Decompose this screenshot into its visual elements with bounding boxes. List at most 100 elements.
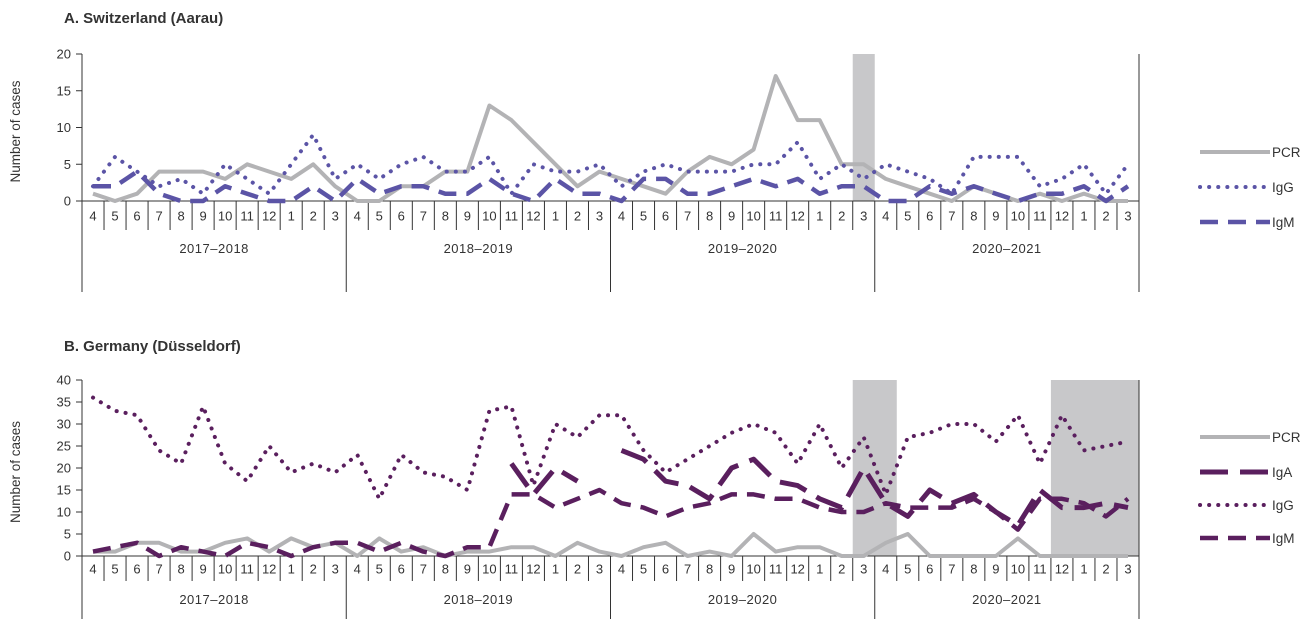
month-label: 10 [1011,209,1025,224]
legend-label-pcr: PCR [1272,430,1301,445]
month-label: 4 [354,209,361,224]
month-label: 4 [618,562,625,577]
month-label: 5 [640,562,647,577]
month-label: 2 [1102,562,1109,577]
month-label: 3 [860,562,867,577]
month-label: 11 [240,209,254,224]
month-label: 1 [1080,562,1087,577]
y-tick-label: 15 [57,83,71,98]
month-label: 5 [111,209,118,224]
legend-label-iga: IgA [1272,465,1292,480]
month-label: 6 [133,209,140,224]
month-label: 9 [992,562,999,577]
series-line-igg [91,132,1130,196]
month-label: 6 [398,562,405,577]
y-tick-label: 40 [57,373,71,388]
month-label: 6 [133,562,140,577]
month-label: 2 [838,209,845,224]
month-label: 10 [746,209,760,224]
panel-b-title: B. Germany (Düsseldorf) [64,338,241,355]
month-label: 2 [310,209,317,224]
month-label: 11 [240,562,254,577]
month-label: 9 [199,209,206,224]
month-label: 8 [177,562,184,577]
month-label: 8 [177,209,184,224]
season-label: 2017–2018 [179,241,249,256]
series-line-iga [509,462,579,497]
month-label: 8 [706,562,713,577]
month-label: 9 [992,209,999,224]
month-label: 7 [684,209,691,224]
month-label: 11 [769,562,783,577]
month-label: 6 [926,209,933,224]
month-label: 3 [860,209,867,224]
shaded-band [1050,380,1139,556]
month-label: 5 [640,209,647,224]
y-tick-label: 20 [57,461,71,476]
month-label: 8 [970,562,977,577]
month-label: 9 [728,562,735,577]
month-label: 11 [769,209,783,224]
y-tick-label: 20 [57,47,71,62]
month-label: 12 [1055,209,1069,224]
legend-label-igg: IgG [1272,498,1294,513]
month-label: 2 [310,562,317,577]
y-axis-title: Number of cases [8,421,23,523]
series-line-iga [620,448,1129,528]
month-label: 1 [552,562,559,577]
month-label: 1 [288,562,295,577]
legend-label-igm: IgM [1272,531,1295,546]
series-line-pcr [93,532,1128,558]
month-label: 5 [376,209,383,224]
month-label: 3 [1124,209,1131,224]
month-label: 2 [838,562,845,577]
month-label: 2 [1102,209,1109,224]
y-tick-label: 0 [64,194,71,209]
month-label: 7 [684,562,691,577]
month-label: 12 [526,562,540,577]
month-label: 7 [420,209,427,224]
month-label: 4 [354,562,361,577]
month-label: 1 [288,209,295,224]
month-label: 3 [332,209,339,224]
month-label: 7 [155,562,162,577]
month-label: 10 [746,562,760,577]
series-line-pcr [92,74,1128,203]
month-label: 8 [442,562,449,577]
month-label: 6 [662,209,669,224]
month-label: 1 [552,209,559,224]
series-line-igm [92,487,1130,559]
month-label: 11 [1033,562,1047,577]
month-label: 9 [728,209,735,224]
month-label: 10 [1011,562,1025,577]
month-label: 7 [420,562,427,577]
month-label: 12 [790,209,804,224]
month-label: 12 [262,209,276,224]
month-label: 10 [218,209,232,224]
month-label: 11 [505,209,519,224]
month-label: 5 [904,209,911,224]
month-label: 12 [526,209,540,224]
month-label: 9 [199,562,206,577]
month-label: 1 [1080,209,1087,224]
month-label: 6 [398,209,405,224]
y-tick-label: 30 [57,417,71,432]
month-label: 12 [1055,562,1069,577]
month-label: 2 [574,562,581,577]
month-label: 5 [111,562,118,577]
month-label: 3 [1124,562,1131,577]
month-label: 7 [155,209,162,224]
month-label: 10 [482,562,496,577]
month-label: 4 [89,209,96,224]
month-label: 2 [574,209,581,224]
month-label: 4 [882,209,889,224]
season-label: 2018–2019 [444,592,514,607]
legend-label-pcr: PCR [1272,145,1301,160]
y-tick-label: 15 [57,483,71,498]
month-label: 5 [376,562,383,577]
month-label: 10 [482,209,496,224]
season-label: 2020–2021 [972,241,1042,256]
